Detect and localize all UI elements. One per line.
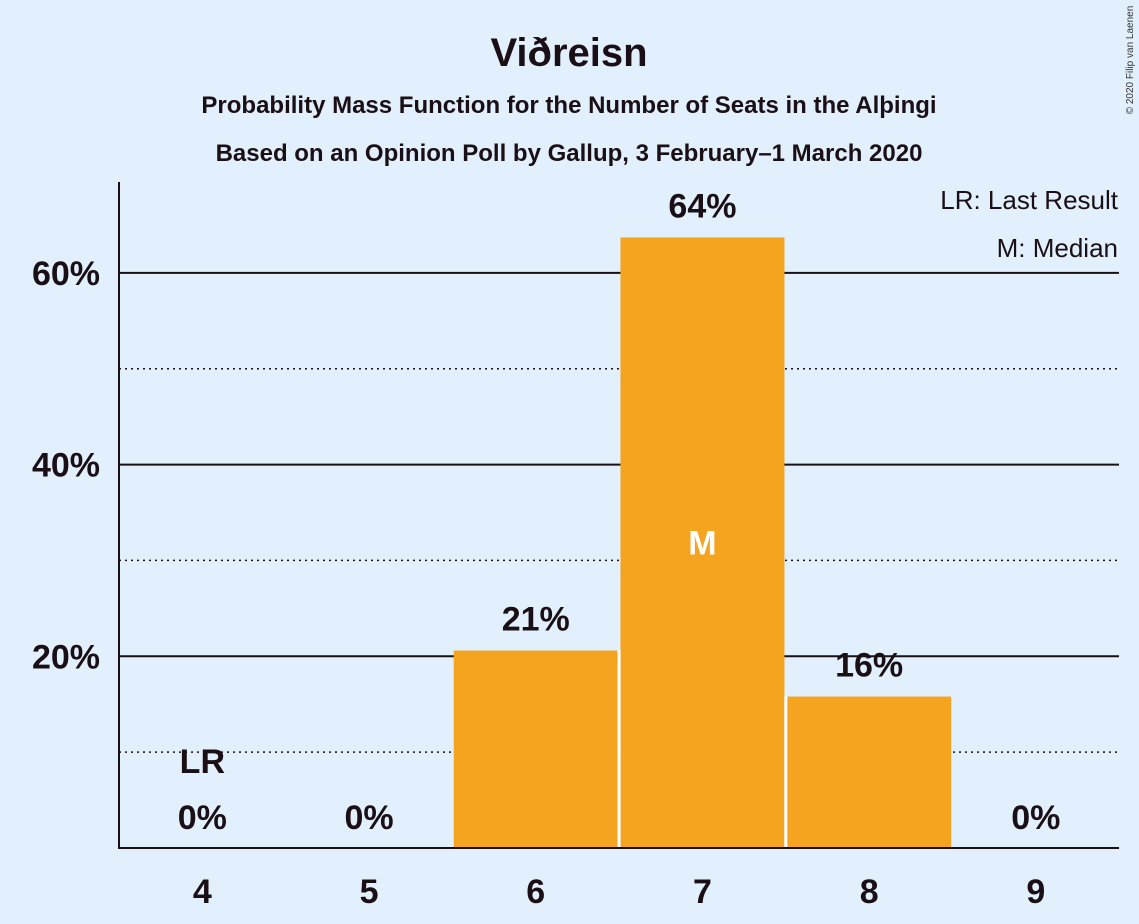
legend-median: M: Median bbox=[997, 233, 1118, 263]
y-tick-label: 40% bbox=[32, 447, 100, 485]
data-labels: 0% LR 0% 21% 64% M 16% 0% bbox=[178, 187, 1061, 837]
data-label: 21% bbox=[502, 601, 570, 639]
y-tick-labels: 20% 40% 60% bbox=[32, 255, 100, 676]
chart-title: Viðreisn bbox=[490, 31, 647, 75]
copyright-notice: © 2020 Filip van Laenen bbox=[1125, 6, 1136, 115]
chart-subtitle-source: Based on an Opinion Poll by Gallup, 3 Fe… bbox=[216, 140, 923, 167]
data-label: 0% bbox=[344, 799, 393, 837]
legend-last-result: LR: Last Result bbox=[940, 185, 1119, 215]
x-tick-label: 8 bbox=[860, 873, 879, 911]
chart-subtitle: Probability Mass Function for the Number… bbox=[201, 92, 936, 119]
data-label: 0% bbox=[178, 799, 227, 837]
bars bbox=[453, 237, 952, 848]
data-label: 0% bbox=[1011, 799, 1060, 837]
y-tick-label: 20% bbox=[32, 638, 100, 676]
bar-seats-6 bbox=[453, 650, 618, 848]
x-tick-label: 9 bbox=[1026, 873, 1045, 911]
x-tick-label: 7 bbox=[693, 873, 712, 911]
bar-seats-8 bbox=[787, 696, 952, 848]
x-tick-label: 6 bbox=[526, 873, 545, 911]
x-tick-label: 4 bbox=[193, 873, 212, 911]
bar-seats-7 bbox=[620, 237, 785, 848]
x-tick-labels: 4 5 6 7 8 9 bbox=[193, 873, 1045, 911]
data-label: 64% bbox=[668, 187, 736, 225]
median-marker: M bbox=[688, 525, 716, 563]
data-label: 16% bbox=[835, 647, 903, 685]
last-result-marker: LR bbox=[180, 743, 225, 781]
y-tick-label: 60% bbox=[32, 255, 100, 293]
x-tick-label: 5 bbox=[360, 873, 379, 911]
